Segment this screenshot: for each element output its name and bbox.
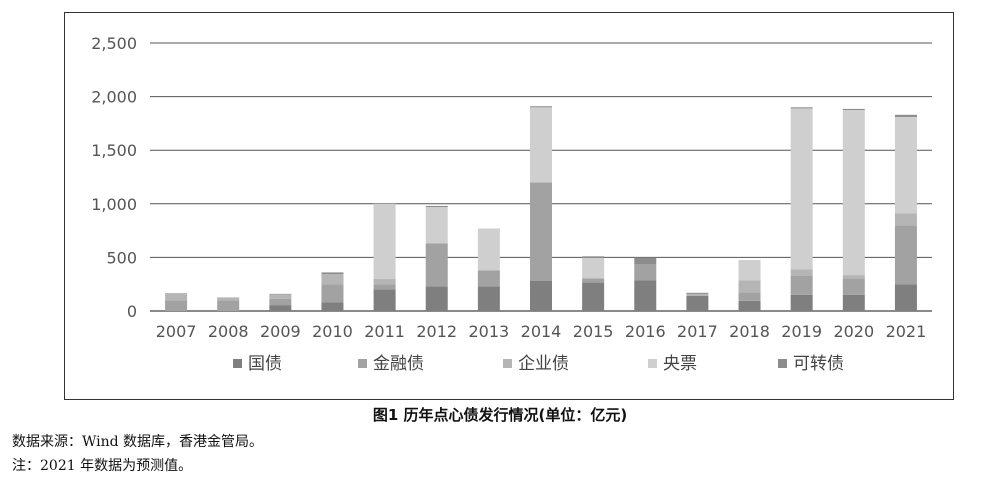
bar-segment-2011-2	[373, 278, 396, 285]
bar-segment-2012-4	[425, 205, 448, 208]
x-tick-label: 2007	[156, 322, 197, 341]
x-tick-label: 2012	[416, 322, 457, 341]
y-tick-label: 1,000	[91, 195, 137, 214]
bar-segment-2012-0	[425, 286, 448, 311]
x-tick-label: 2008	[208, 322, 249, 341]
legend: 国债 金融债 企业债 央票 可转债	[233, 354, 844, 374]
bar-segment-2009-4	[269, 293, 292, 295]
bar-segment-2015-3	[582, 257, 605, 279]
legend-swatch	[503, 359, 512, 368]
y-axis-ticks: 0 500 1,000 1,500 2,000 2,500	[91, 34, 137, 321]
x-tick-label: 2016	[625, 322, 666, 341]
bar-segment-2013-3	[477, 228, 500, 271]
y-tick-label: 2,000	[91, 88, 137, 107]
figure-caption: 图1 历年点心债发行情况(单位：亿元)	[372, 406, 628, 424]
x-tick-label: 2009	[260, 322, 301, 341]
bar-segment-2010-0	[321, 302, 344, 311]
forecast-note: 注：2021 年数据为预测值。	[12, 458, 193, 474]
legend-swatch	[648, 359, 657, 368]
bar-segment-2015-0	[582, 282, 605, 311]
bar-segment-2012-1	[425, 243, 448, 287]
bar-segment-2014-1	[530, 182, 552, 281]
legend-swatch	[778, 359, 787, 368]
bar-segment-2009-2	[269, 294, 292, 299]
bar-segment-2015-1	[582, 278, 605, 283]
bar-segment-2016-1	[634, 264, 657, 281]
legend-label: 国债	[248, 354, 282, 374]
x-axis-ticks: 2007 2008 2009 2010 2011 2012 2013 2014 2015 2016…	[156, 322, 927, 341]
bar-segment-2009-1	[269, 298, 292, 306]
bar-segment-2011-3	[373, 203, 396, 279]
x-tick-label: 2021	[886, 322, 927, 341]
bar-segment-2016-4	[634, 257, 657, 265]
bar-segment-2010-4	[321, 272, 344, 275]
bar-segment-2020-1	[842, 278, 865, 295]
y-tick-label: 500	[106, 248, 137, 267]
bar-segment-2017-0	[686, 295, 709, 311]
x-tick-label: 2018	[729, 322, 770, 341]
bar-segment-2019-0	[790, 294, 813, 311]
bar-segment-2007-4	[165, 293, 188, 294]
bar-segment-2021-2	[894, 213, 917, 226]
bar-segment-2020-4	[842, 108, 865, 110]
bar-segment-2013-1	[477, 270, 500, 287]
source-note: 数据来源：Wind 数据库，香港金管局。	[12, 434, 264, 450]
y-tick-label: 2,500	[91, 34, 137, 53]
legend-label: 企业债	[518, 354, 569, 374]
bar-segment-2021-1	[894, 225, 917, 285]
y-tick-label: 1,500	[91, 141, 137, 160]
bar-segment-2020-2	[842, 275, 865, 279]
bar-segment-2018-2	[738, 280, 761, 293]
bar-segment-2011-0	[373, 289, 396, 311]
bar-segment-2014-4	[530, 106, 552, 108]
bar-segment-2012-3	[425, 207, 448, 244]
bar-segment-2017-2	[686, 293, 709, 296]
bar-segment-2008-2	[217, 298, 240, 301]
bar-segment-2021-3	[894, 116, 917, 214]
x-tick-label: 2020	[833, 322, 874, 341]
bar-segment-2010-1	[321, 284, 344, 303]
bar-segment-2019-1	[790, 275, 813, 295]
stacked-bar-chart: 0 500 1,000 1,500 2,000 2,500 2007 2008 2009 201…	[91, 34, 932, 374]
legend-label: 金融债	[373, 354, 424, 374]
chart-frame: 0 500 1,000 1,500 2,000 2,500 2007 2008 2009 201…	[64, 12, 954, 400]
bar-segment-2020-3	[842, 110, 865, 276]
bar-segment-2007-1	[165, 300, 188, 311]
bar-segment-2008-1	[217, 300, 240, 311]
legend-label: 可转债	[793, 354, 844, 374]
x-tick-label: 2019	[781, 322, 822, 341]
bar-segment-2014-0	[530, 280, 552, 311]
y-tick-label: 0	[127, 302, 137, 321]
bar-segment-2021-0	[894, 284, 917, 311]
x-tick-label: 2017	[677, 322, 718, 341]
bar-segment-2019-3	[790, 108, 813, 270]
bar-segment-2019-4	[790, 107, 813, 109]
bar-segment-2021-4	[894, 114, 917, 117]
bar-segment-2017-4	[686, 292, 709, 294]
legend-swatch	[358, 359, 367, 368]
bar-segment-2013-0	[477, 286, 500, 311]
x-tick-label: 2010	[312, 322, 353, 341]
bar-segment-2018-0	[738, 300, 761, 311]
x-tick-label: 2013	[469, 322, 510, 341]
bar-segment-2009-0	[269, 305, 292, 311]
legend-label: 央票	[663, 354, 697, 374]
x-tick-label: 2011	[364, 322, 405, 341]
bar-segment-2014-3	[530, 107, 552, 183]
bar-segment-2018-3	[738, 260, 761, 281]
bar-segment-2016-0	[634, 280, 657, 311]
x-tick-label: 2015	[573, 322, 614, 341]
bar-segment-2019-2	[790, 269, 813, 276]
bar-segment-2010-2	[321, 274, 344, 285]
bars	[165, 106, 917, 311]
bar-segment-2018-1	[738, 292, 761, 301]
bar-segment-2007-2	[165, 293, 188, 301]
bar-segment-2011-1	[373, 284, 396, 290]
bar-segment-2008-4	[217, 297, 240, 299]
x-tick-label: 2014	[521, 322, 562, 341]
bar-segment-2015-4	[582, 256, 605, 258]
legend-swatch	[233, 359, 242, 368]
bar-segment-2020-0	[842, 294, 865, 311]
